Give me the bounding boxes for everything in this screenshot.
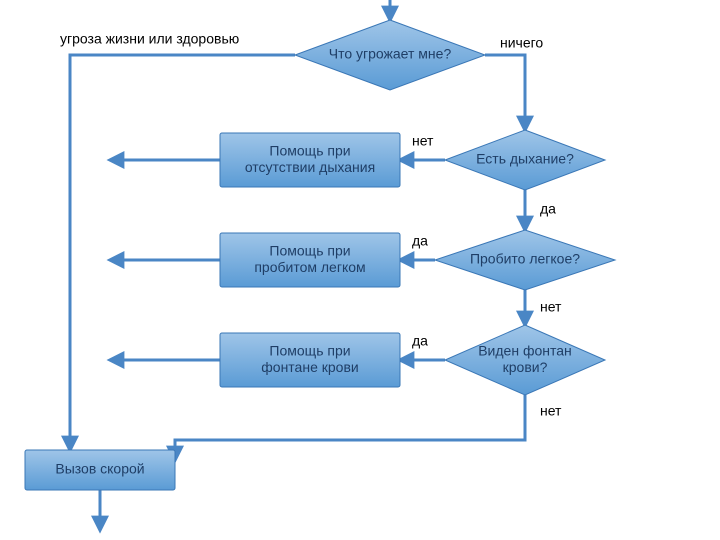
node-d3-label: Пробито легкое?	[470, 251, 580, 267]
node-r3-label: фонтане крови	[261, 359, 358, 375]
node-d2-label: Есть дыхание?	[476, 151, 574, 167]
node-r1-label: отсутствии дыхания	[245, 159, 375, 175]
edge-5	[175, 395, 525, 460]
first-aid-flowchart: угроза жизни или здоровью ничего да нет нет н…	[0, 0, 720, 540]
edge-label-2: ничего	[500, 35, 543, 51]
edge-label-8: да	[412, 333, 428, 349]
node-d2: Есть дыхание?	[445, 130, 605, 190]
node-r3-label: Помощь при	[269, 343, 350, 359]
node-r1: Помощь приотсутствии дыхания	[220, 133, 400, 187]
edge-label-7: да	[412, 233, 428, 249]
node-r3: Помощь прифонтане крови	[220, 333, 400, 387]
node-r4-label: Вызов скорой	[55, 461, 144, 477]
edge-label-3: да	[540, 201, 556, 217]
node-d4: Виден фонтанкрови?	[445, 325, 605, 395]
node-d4-label: Виден фонтан	[478, 343, 572, 359]
node-d1: Что угрожает мне?	[295, 20, 485, 90]
node-d4-label: крови?	[503, 359, 548, 375]
node-d1-label: Что угрожает мне?	[329, 46, 452, 62]
node-r2-label: пробитом легком	[254, 259, 365, 275]
edge-label-1: угроза жизни или здоровью	[60, 31, 239, 47]
edge-label-6: нет	[412, 133, 434, 149]
edge-label-4: нет	[540, 299, 562, 315]
node-r2-label: Помощь при	[269, 243, 350, 259]
edge-label-5: нет	[540, 403, 562, 419]
edge-2	[485, 55, 525, 130]
node-r4: Вызов скорой	[25, 450, 175, 490]
node-r1-label: Помощь при	[269, 143, 350, 159]
node-d3: Пробито легкое?	[435, 230, 615, 290]
node-r2: Помощь припробитом легком	[220, 233, 400, 287]
